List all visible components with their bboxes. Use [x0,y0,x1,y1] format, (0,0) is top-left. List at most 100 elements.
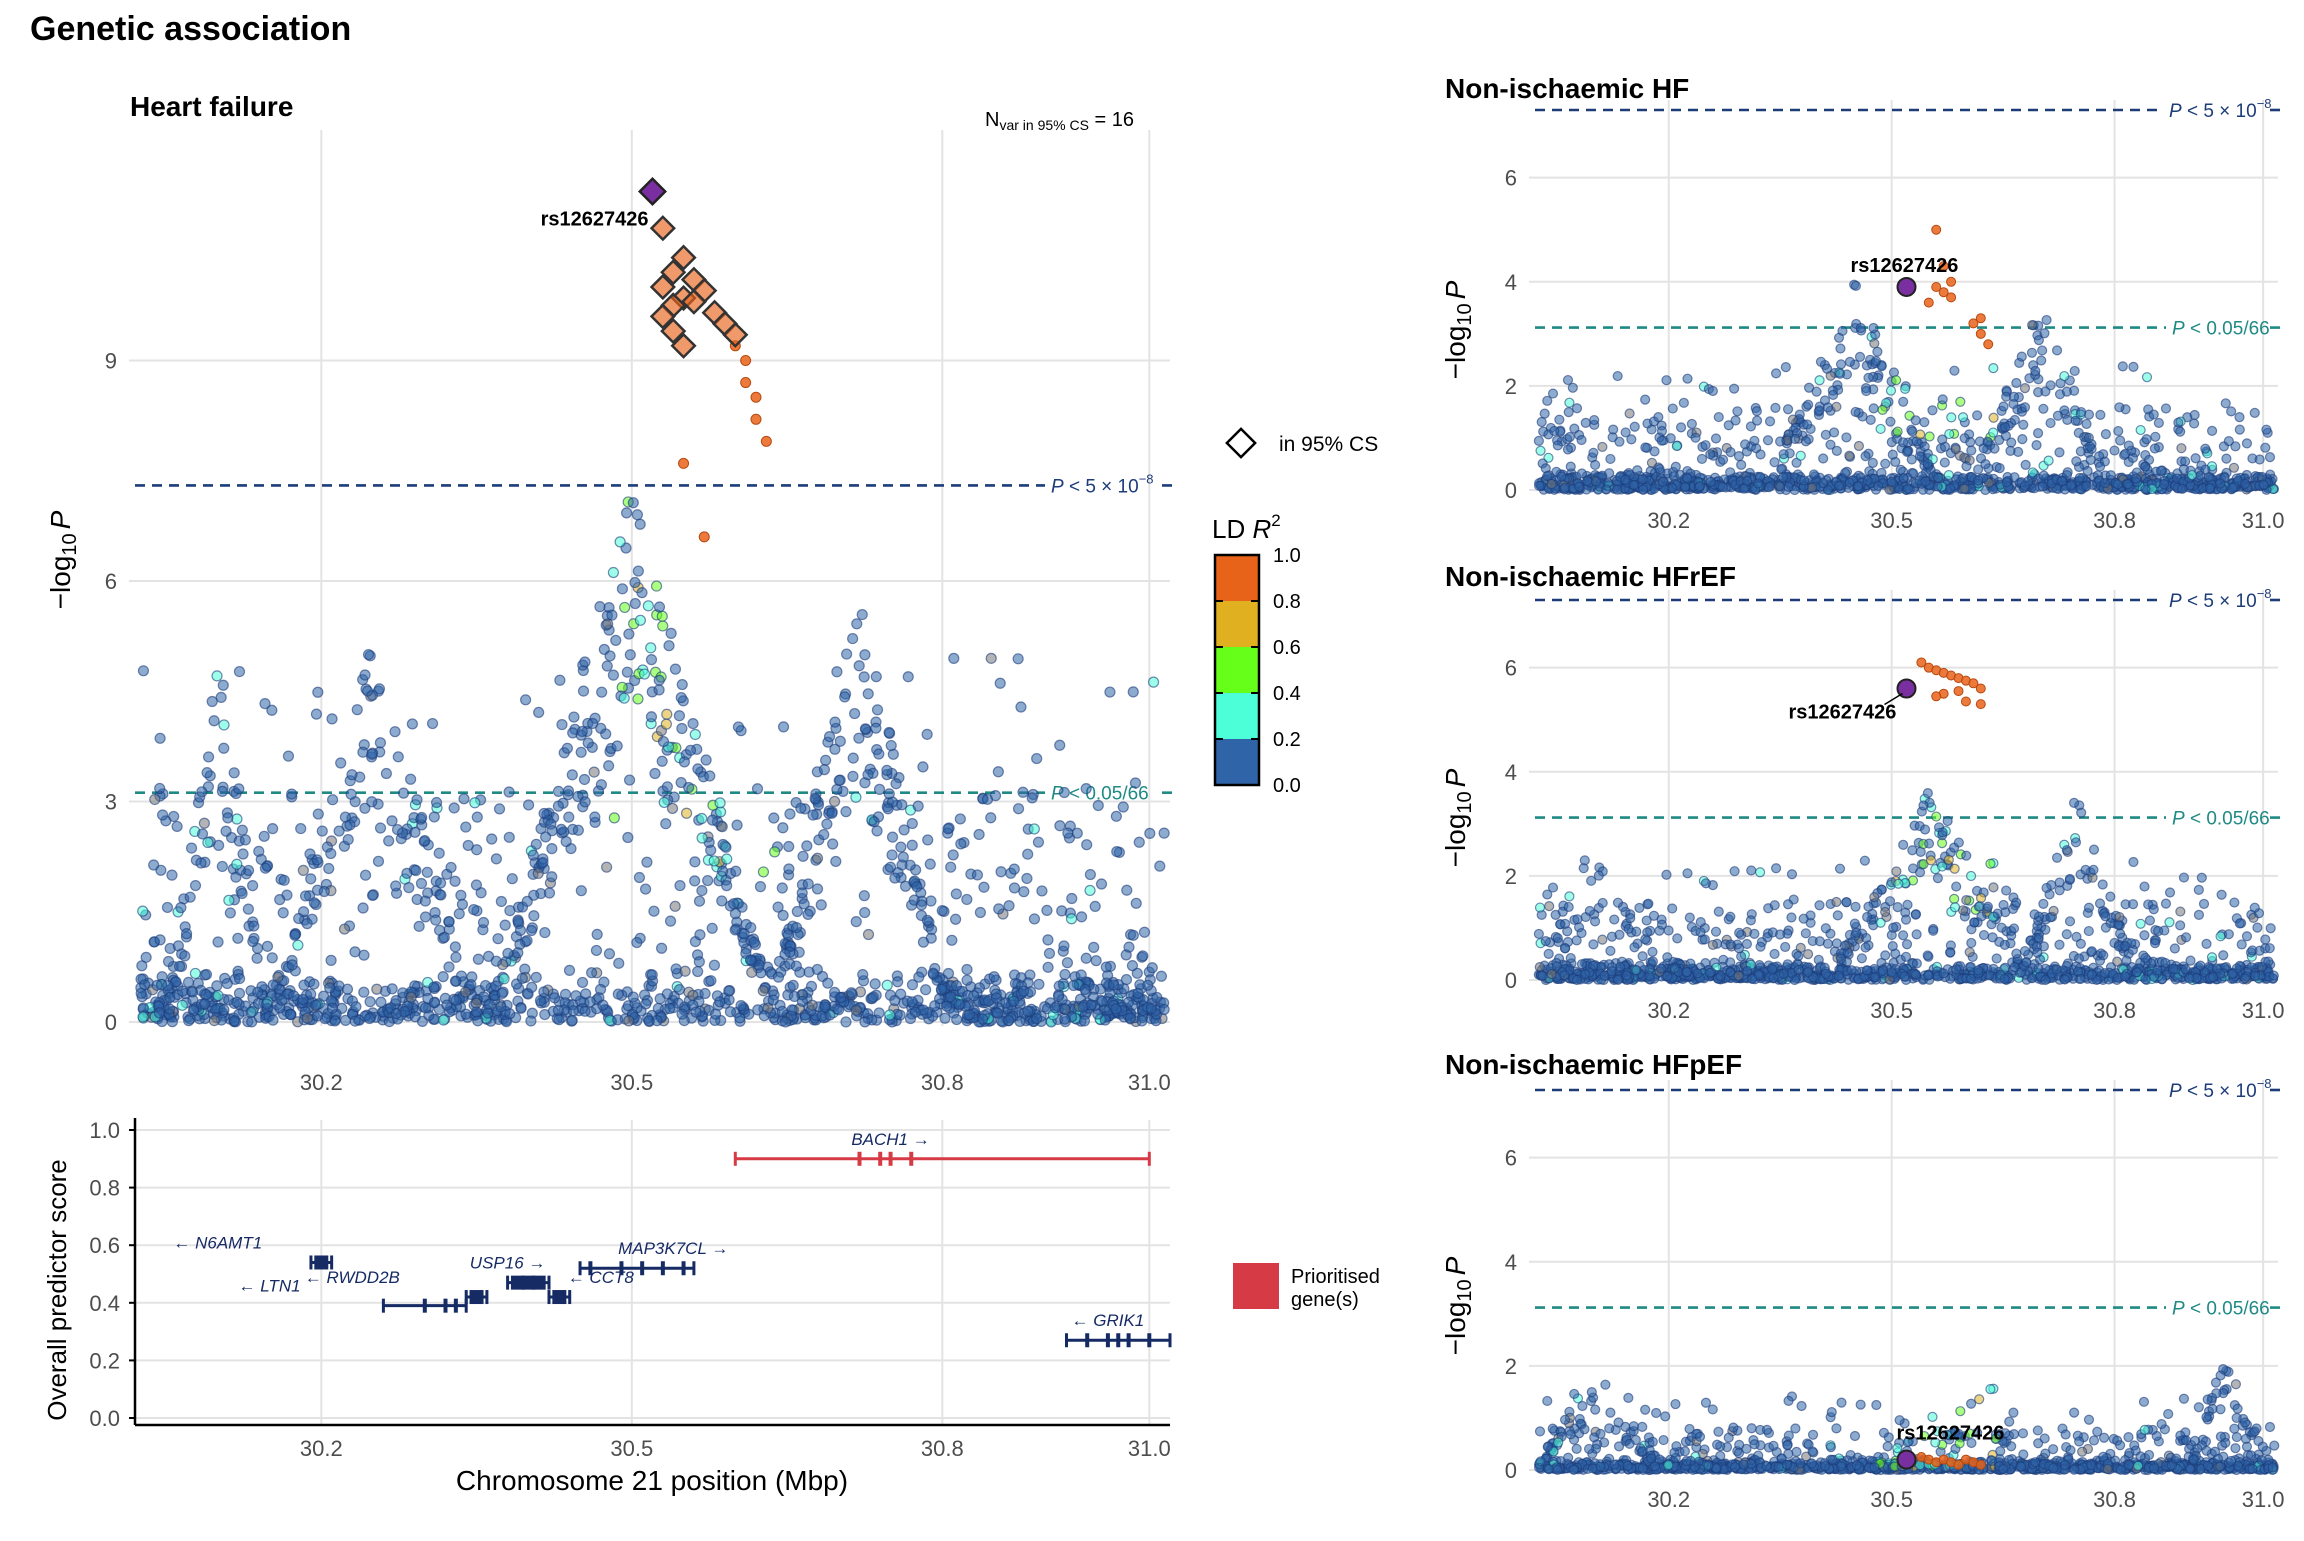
snp-point [1999,900,2008,909]
snp-point [1845,451,1854,460]
snp-point [2266,924,2275,933]
snp-point [1800,476,1809,485]
snp-point [701,755,711,765]
snp-point [1899,438,1908,447]
sugg-threshold-label-p: P [2172,319,2185,340]
data-points: rs12627426 [136,179,1169,1027]
snp-point [1672,441,1681,450]
snp-point [1908,427,1917,436]
snp-point [2077,808,2086,817]
snp-point [436,878,446,888]
y-tick-label: 6 [105,569,117,594]
snp-point [451,995,461,1005]
snp-point [527,982,537,992]
snp-point [948,850,958,860]
snp-point [1962,896,1971,905]
snp-point [1054,981,1064,991]
snp-point [585,997,595,1007]
snp-point [974,829,984,839]
snp-point [136,988,146,998]
snp-point [1756,450,1765,459]
gws-threshold-label-rest: < 5 × 10 [2182,591,2257,612]
snp-point [1536,446,1545,455]
snp-point [1034,979,1044,989]
snp-point [2055,886,2064,895]
snp-point [831,856,841,866]
snp-point [1159,1004,1169,1014]
snp-point [690,876,700,886]
snp-point [556,824,566,834]
snp-point [1834,971,1843,980]
snp-point [2053,346,2062,355]
high-ld-point [1924,298,1933,307]
snp-point [688,719,698,729]
snp-point [706,976,716,986]
snp-point [1962,851,1971,860]
snp-point [218,680,228,690]
snp-point [1921,477,1930,486]
snp-point [232,997,242,1007]
gws-threshold-label: P < 5 × 10−8 [2169,586,2272,612]
snp-point [203,838,213,848]
snp-point [1876,424,1885,433]
snp-point [647,970,657,980]
snp-point [2253,923,2262,932]
snp-point [715,798,725,808]
snp-point [1854,482,1863,491]
snp-point [421,1003,431,1013]
snp-point [2259,480,2268,489]
snp-point [592,929,602,939]
snp-point [187,987,197,997]
snp-point [746,955,756,965]
snp-point [2062,846,2071,855]
snp-point [387,816,397,826]
snp-point [2165,918,2174,927]
snp-point [1621,475,1630,484]
snp-point [1613,485,1622,494]
snp-point [569,712,579,722]
snp-point [943,824,953,834]
snp-point [327,1003,337,1013]
snp-point [1781,363,1790,372]
snp-point [172,821,182,831]
snp-point [657,943,667,953]
snp-point [613,1015,623,1025]
snp-point [646,643,656,653]
snp-point [1537,418,1546,427]
snp-point [2062,387,2071,396]
gridlines [1529,100,2278,494]
snp-point [513,948,523,958]
snp-point [1632,927,1641,936]
snp-point [1560,483,1569,492]
sugg-threshold-label: P < 0.05/66 [2172,809,2270,830]
snp-point [1076,970,1086,980]
snp-point [334,826,344,836]
snp-point [693,967,703,977]
snp-point [1060,1004,1070,1014]
snp-point [1082,840,1092,850]
snp-point [2153,966,2162,975]
snp-point [1960,484,1969,493]
snp-point [185,892,195,902]
snp-point [1118,802,1128,812]
snp-point [1734,944,1743,953]
snp-point [436,890,446,900]
snp-point [1990,444,1999,453]
snp-point [481,981,491,991]
high-ld-point [1947,277,1956,286]
gws-threshold-label: P < 5 × 10−8 [1051,471,1154,497]
snp-point [1101,962,1111,972]
snp-point [617,584,627,594]
snp-point [1657,920,1666,929]
sugg-threshold-label-rest: < 0.05/66 [2185,319,2270,340]
snp-point [1668,904,1677,913]
snp-point [2154,926,2163,935]
snp-point [828,839,838,849]
high-ld-point [1947,293,1956,302]
snp-point [2085,442,2094,451]
snp-point [2116,436,2125,445]
snp-point [875,784,885,794]
snp-point [614,958,624,968]
snp-point [2174,418,2183,427]
snp-point [1093,800,1103,810]
